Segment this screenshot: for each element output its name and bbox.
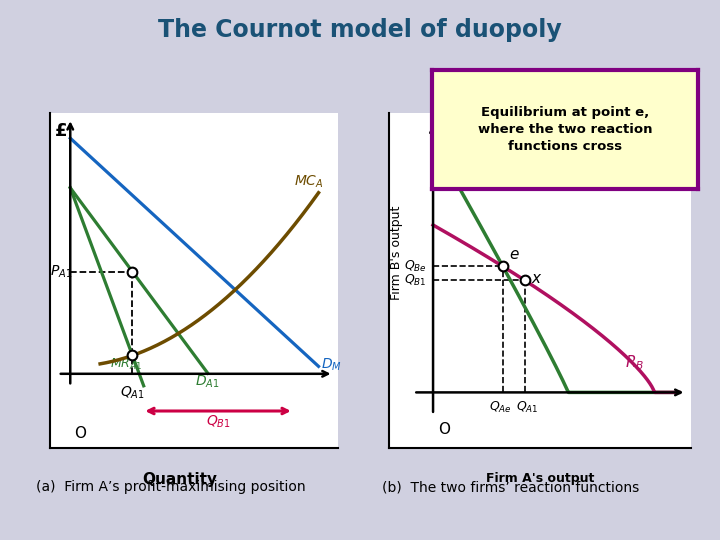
Text: $Q_{Ae}$: $Q_{Ae}$	[489, 400, 512, 415]
Text: $MR_{A1}$: $MR_{A1}$	[110, 357, 143, 372]
Text: $Q_{A1}$: $Q_{A1}$	[516, 400, 539, 415]
Text: $R_A$: $R_A$	[443, 155, 462, 174]
Text: Equilibrium at point e,
where the two reaction
functions cross: Equilibrium at point e, where the two re…	[478, 106, 652, 153]
X-axis label: Quantity: Quantity	[143, 471, 217, 487]
Text: £: £	[55, 122, 68, 140]
Text: The Cournot model of duopoly: The Cournot model of duopoly	[158, 18, 562, 42]
Text: (a)  Firm A’s profit-maximising position: (a) Firm A’s profit-maximising position	[36, 481, 305, 495]
Text: $Q_{A1}$: $Q_{A1}$	[120, 384, 145, 401]
Text: x: x	[531, 271, 540, 286]
Text: $D_{A1}$: $D_{A1}$	[195, 374, 220, 390]
Text: O: O	[74, 426, 86, 441]
Text: $R_B$: $R_B$	[625, 353, 644, 372]
Text: $Q_{B1}$: $Q_{B1}$	[405, 273, 427, 288]
Text: (b)  The two firms’ reaction functions: (b) The two firms’ reaction functions	[382, 481, 639, 495]
Text: e: e	[509, 247, 518, 262]
X-axis label: Firm A's output: Firm A's output	[486, 471, 594, 484]
Text: $MC_A$: $MC_A$	[294, 173, 323, 190]
Text: Firm B's output: Firm B's output	[390, 206, 402, 300]
Text: O: O	[438, 422, 450, 437]
Text: $P_{A1}$: $P_{A1}$	[50, 264, 73, 280]
Text: $D_M$: $D_M$	[321, 357, 342, 373]
Text: $Q_{Be}$: $Q_{Be}$	[404, 259, 427, 274]
Text: $Q_{B1}$: $Q_{B1}$	[206, 414, 230, 430]
